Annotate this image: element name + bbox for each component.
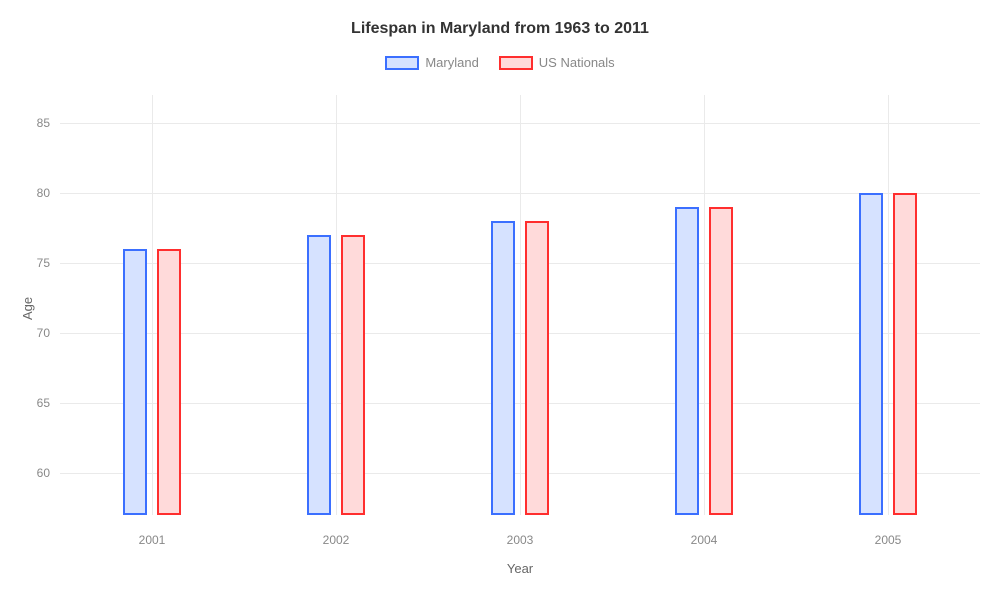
chart-title: Lifespan in Maryland from 1963 to 2011 [0, 20, 1000, 38]
x-tick-label: 2004 [674, 533, 734, 547]
legend-label: US Nationals [539, 55, 615, 70]
bar [525, 221, 549, 515]
plot-area: 20012002200320042005 606570758085 Year A… [60, 95, 980, 515]
x-tick-label: 2001 [122, 533, 182, 547]
y-tick-label: 70 [37, 326, 50, 340]
y-tick-label: 65 [37, 396, 50, 410]
x-tick-label: 2005 [858, 533, 918, 547]
legend-label: Maryland [425, 55, 478, 70]
bar [157, 249, 181, 515]
bar [859, 193, 883, 515]
legend-swatch [499, 56, 533, 70]
bar [675, 207, 699, 515]
chart-container: Lifespan in Maryland from 1963 to 2011 M… [0, 0, 1000, 600]
bars-group [60, 95, 980, 515]
y-tick-label: 75 [37, 256, 50, 270]
y-tick-label: 80 [37, 186, 50, 200]
chart-legend: Maryland US Nationals [0, 55, 1000, 70]
legend-swatch [385, 56, 419, 70]
y-axis-label: Age [20, 297, 35, 320]
legend-item: US Nationals [499, 55, 615, 70]
bar [123, 249, 147, 515]
y-tick-label: 60 [37, 466, 50, 480]
bar [307, 235, 331, 515]
bar [491, 221, 515, 515]
x-tick-label: 2002 [306, 533, 366, 547]
bar [341, 235, 365, 515]
legend-item: Maryland [385, 55, 478, 70]
y-tick-label: 85 [37, 116, 50, 130]
bar [893, 193, 917, 515]
x-tick-label: 2003 [490, 533, 550, 547]
x-axis-label: Year [60, 561, 980, 576]
bar [709, 207, 733, 515]
